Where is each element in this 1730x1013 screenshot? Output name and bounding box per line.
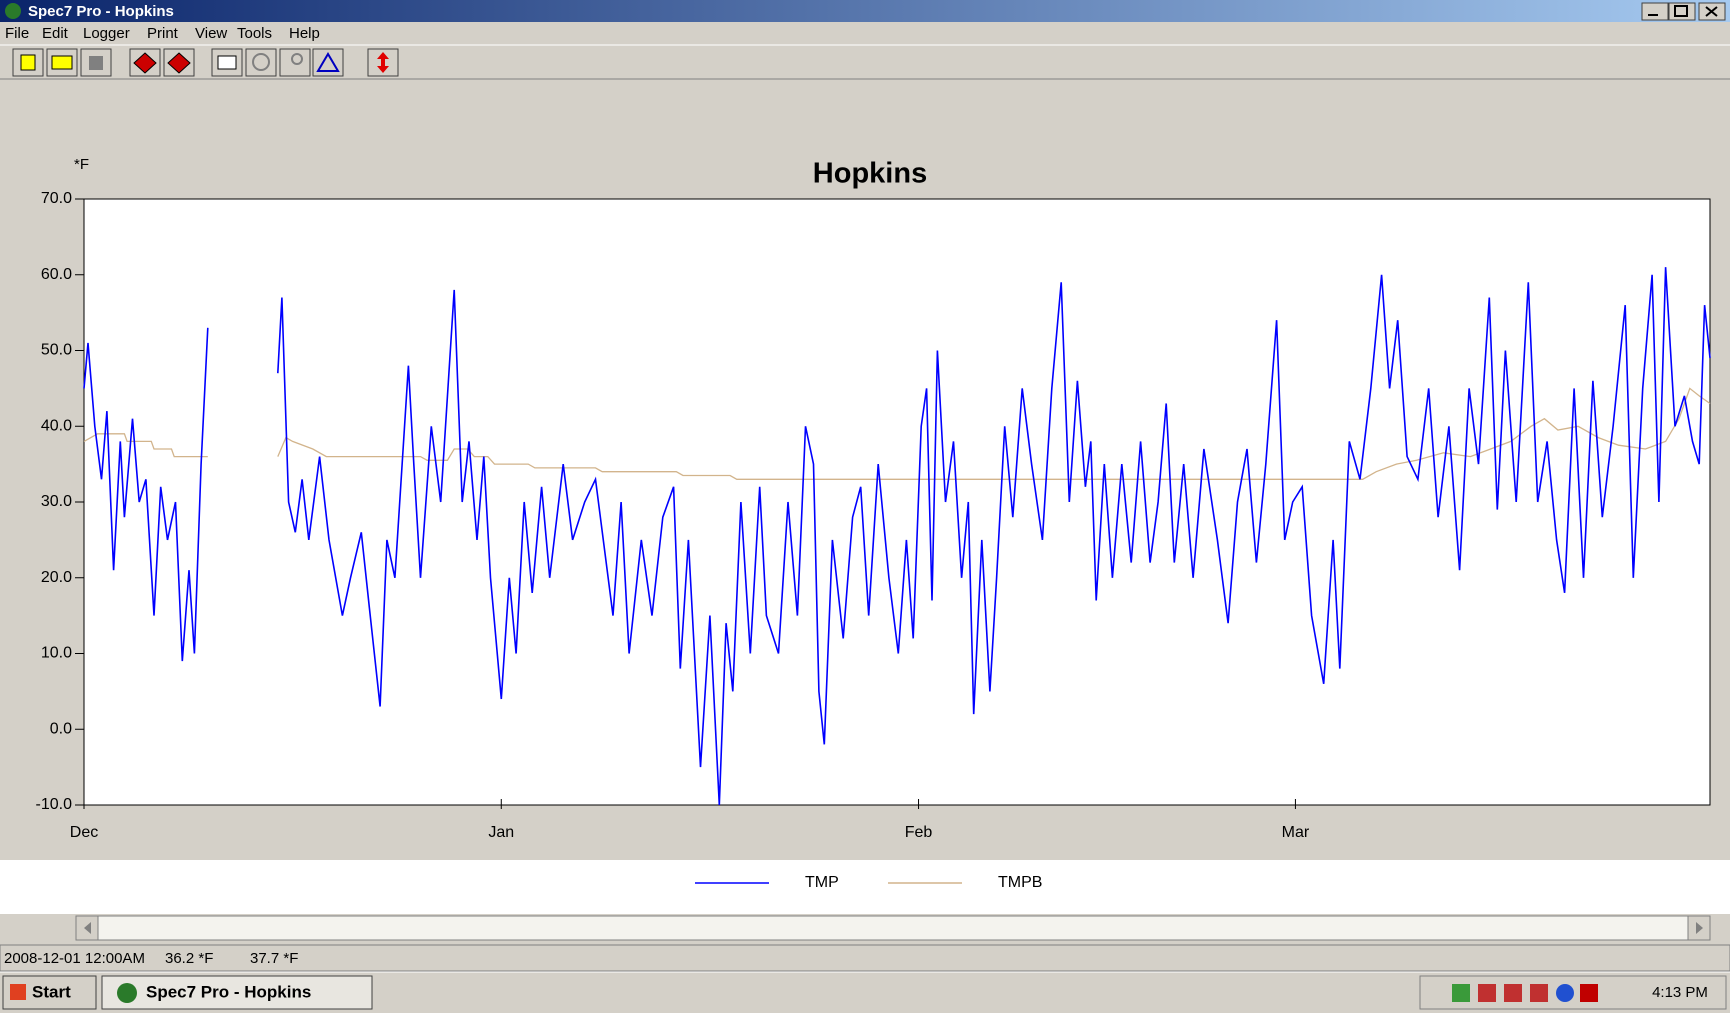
menu-item[interactable]: File [5, 25, 29, 42]
tray-icons [1452, 984, 1598, 1002]
start-logo [10, 984, 26, 1000]
status-reading: 36.2 *F [165, 950, 213, 967]
tray-icon[interactable] [1580, 984, 1598, 1002]
y-tick-label: 50.0 [41, 342, 72, 359]
tool-icon [20, 54, 36, 71]
menu-item[interactable]: Logger [83, 25, 130, 42]
menu-item[interactable]: Help [289, 25, 320, 42]
close-glyph [1705, 6, 1718, 17]
tool-icon [291, 53, 303, 65]
status-time: 2008-12-01 12:00AM [4, 950, 145, 967]
window-buttons [1641, 2, 1726, 21]
task-icon [117, 983, 137, 1003]
y-tick-label: 30.0 [41, 493, 72, 510]
toolbar [12, 48, 399, 77]
menu-item[interactable]: Tools [237, 25, 272, 42]
status-bar [0, 944, 1730, 972]
legend-label: TMPB [998, 874, 1042, 891]
tool-icon [167, 52, 191, 74]
x-tick-label: Jan [488, 824, 514, 841]
tray-icon[interactable] [1556, 984, 1574, 1002]
plot-area [83, 198, 1711, 806]
tool-icon [252, 53, 270, 71]
legend-label: TMP [805, 874, 839, 891]
menu-item[interactable]: View [195, 25, 227, 42]
tool-icon [217, 55, 237, 70]
x-tick-label: Feb [905, 824, 933, 841]
window-title: Spec7 Pro - Hopkins [28, 3, 174, 20]
series-line [83, 387, 1711, 480]
tray-icon[interactable] [1530, 984, 1548, 1002]
title-bar [0, 0, 1730, 22]
tool-icon [377, 52, 389, 73]
minimize-glyph [1648, 14, 1658, 16]
y-tick-label: 10.0 [41, 645, 72, 662]
x-tick-label: Dec [70, 824, 98, 841]
tray-icon[interactable] [1504, 984, 1522, 1002]
tray-icon[interactable] [1478, 984, 1496, 1002]
menu-item[interactable]: Print [147, 25, 179, 42]
y-tick-label: 60.0 [41, 266, 72, 283]
arrow [84, 922, 91, 934]
scrollbar[interactable] [75, 915, 1711, 941]
clock: 4:13 PM [1652, 984, 1708, 1001]
tool-icon [133, 52, 157, 74]
y-tick-label: 40.0 [41, 417, 72, 434]
y-tick-label: 0.0 [50, 720, 72, 737]
y-tick-label: 70.0 [41, 190, 72, 207]
tray-icon[interactable] [1452, 984, 1470, 1002]
start-button[interactable] [2, 975, 97, 1010]
task-label: Spec7 Pro - Hopkins [146, 982, 311, 1001]
maximize-glyph [1674, 5, 1688, 17]
legend-area [0, 860, 1730, 914]
x-tick-label: Mar [1282, 824, 1310, 841]
series-line [83, 267, 1711, 806]
menu-item[interactable]: Edit [42, 25, 69, 42]
arrow [1696, 922, 1703, 934]
start-label: Start [32, 982, 71, 1001]
tool-icon [89, 56, 103, 70]
tool-icon [316, 52, 340, 72]
chart-title: Hopkins [813, 158, 927, 190]
y-tick-label: 20.0 [41, 569, 72, 586]
task-button[interactable] [101, 975, 373, 1010]
y-tick-label: -10.0 [36, 796, 73, 813]
y-axis-label: *F [74, 156, 89, 173]
tool-icon [51, 55, 73, 70]
status-reading: 37.7 *F [250, 950, 298, 967]
minimize-button[interactable] [1641, 2, 1669, 21]
app-icon [5, 3, 21, 19]
